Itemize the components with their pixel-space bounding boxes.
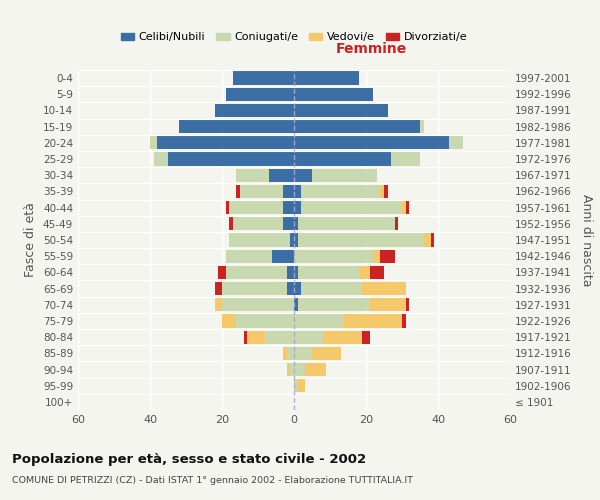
Bar [240, 185, 283, 198]
Bar [150, 136, 157, 149]
Bar [294, 250, 373, 263]
Bar [294, 72, 359, 85]
Text: COMUNE DI PETRIZZI (CZ) - Dati ISTAT 1° gennaio 2002 - Elaborazione TUTTITALIA.I: COMUNE DI PETRIZZI (CZ) - Dati ISTAT 1° … [12, 476, 413, 485]
Bar [402, 201, 406, 214]
Bar [294, 217, 298, 230]
Y-axis label: Anni di nascita: Anni di nascita [580, 194, 593, 286]
Bar [294, 363, 305, 376]
Bar [290, 234, 294, 246]
Bar [294, 346, 312, 360]
Bar [312, 168, 377, 182]
Bar [294, 201, 301, 214]
Bar [294, 282, 301, 295]
Bar [298, 379, 305, 392]
Bar [395, 217, 398, 230]
Bar [222, 282, 287, 295]
Bar [362, 282, 406, 295]
Bar [362, 330, 370, 344]
Bar [294, 168, 312, 182]
Bar [229, 201, 283, 214]
Bar [305, 363, 326, 376]
Bar [233, 217, 283, 230]
Bar [283, 217, 294, 230]
Bar [179, 120, 294, 134]
Bar [215, 298, 222, 312]
Bar [236, 185, 240, 198]
Bar [157, 136, 294, 149]
Bar [312, 346, 341, 360]
Bar [294, 104, 388, 117]
Bar [229, 234, 290, 246]
Bar [226, 201, 229, 214]
Bar [294, 314, 344, 328]
Bar [222, 314, 236, 328]
Bar [229, 217, 233, 230]
Bar [283, 201, 294, 214]
Bar [294, 266, 298, 279]
Bar [391, 152, 420, 166]
Bar [402, 314, 406, 328]
Bar [290, 363, 294, 376]
Bar [294, 379, 298, 392]
Bar [298, 234, 424, 246]
Bar [384, 185, 388, 198]
Bar [449, 136, 463, 149]
Bar [406, 201, 409, 214]
Bar [294, 152, 391, 166]
Bar [406, 298, 409, 312]
Bar [294, 185, 301, 198]
Bar [265, 330, 294, 344]
Bar [294, 234, 298, 246]
Bar [298, 217, 395, 230]
Bar [226, 250, 272, 263]
Text: Popolazione per età, sesso e stato civile - 2002: Popolazione per età, sesso e stato civil… [12, 452, 366, 466]
Bar [168, 152, 294, 166]
Bar [236, 314, 294, 328]
Bar [373, 250, 380, 263]
Bar [244, 330, 247, 344]
Bar [226, 88, 294, 101]
Bar [294, 136, 449, 149]
Bar [431, 234, 434, 246]
Bar [154, 152, 168, 166]
Bar [233, 72, 294, 85]
Bar [424, 234, 431, 246]
Bar [359, 266, 370, 279]
Bar [287, 282, 294, 295]
Bar [298, 266, 359, 279]
Bar [294, 330, 323, 344]
Y-axis label: Fasce di età: Fasce di età [25, 202, 37, 278]
Bar [287, 266, 294, 279]
Bar [380, 185, 384, 198]
Bar [380, 250, 395, 263]
Bar [298, 298, 370, 312]
Bar [226, 266, 287, 279]
Bar [301, 201, 402, 214]
Bar [236, 168, 269, 182]
Bar [344, 314, 402, 328]
Bar [370, 266, 384, 279]
Bar [301, 282, 362, 295]
Bar [287, 363, 290, 376]
Legend: Celibi/Nubili, Coniugati/e, Vedovi/e, Divorziati/e: Celibi/Nubili, Coniugati/e, Vedovi/e, Di… [116, 28, 472, 47]
Bar [420, 120, 424, 134]
Bar [294, 120, 420, 134]
Text: Femmine: Femmine [336, 42, 407, 56]
Bar [218, 266, 226, 279]
Bar [323, 330, 362, 344]
Bar [283, 185, 294, 198]
Bar [294, 298, 298, 312]
Bar [215, 282, 222, 295]
Bar [370, 298, 406, 312]
Bar [294, 88, 373, 101]
Bar [215, 104, 294, 117]
Bar [222, 298, 294, 312]
Bar [283, 346, 287, 360]
Bar [269, 168, 294, 182]
Bar [287, 346, 294, 360]
Bar [247, 330, 265, 344]
Bar [301, 185, 380, 198]
Bar [272, 250, 294, 263]
